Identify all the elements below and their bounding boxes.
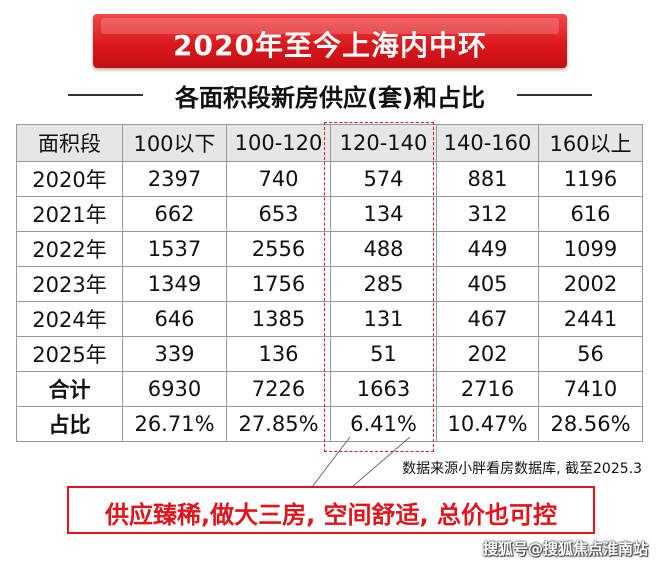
table-cell: 646 [122, 301, 227, 337]
table-cell: 1099 [538, 231, 643, 267]
row-header: 占比 [16, 406, 123, 442]
table-cell: 26.71% [122, 406, 227, 442]
table-cell: 662 [122, 196, 227, 232]
table-cell: 1537 [122, 231, 227, 267]
table-row: 2025年 339 136 51 202 56 [16, 336, 643, 372]
subtitle-divider-left [68, 94, 143, 96]
table-cell: 1385 [226, 301, 331, 337]
table-cell: 2397 [122, 161, 227, 197]
table-cell: 653 [226, 196, 331, 232]
table-cell: 28.56% [538, 406, 643, 442]
row-header: 合计 [16, 371, 123, 407]
table-cell: 56 [538, 336, 643, 372]
table-cell: 7226 [226, 371, 331, 407]
table-cell: 1756 [226, 266, 331, 302]
table-cell: 339 [122, 336, 227, 372]
table-cell: 134 [330, 196, 437, 232]
table-body: 2020年 2397 740 574 881 1196 2021年 662 653 134 312 6… [16, 161, 643, 442]
row-header: 2021年 [16, 196, 123, 232]
table-cell: 285 [330, 266, 437, 302]
table-cell: 202 [436, 336, 539, 372]
table-cell: 740 [226, 161, 331, 197]
table-row: 2021年 662 653 134 312 616 [16, 196, 643, 232]
column-header: 120-140 [330, 124, 437, 162]
subtitle: 各面积段新房供应(套)和占比 [175, 84, 485, 112]
table-cell: 51 [330, 336, 437, 372]
title-banner: 2020年至今上海内中环 [93, 14, 567, 68]
watermark: 搜狐号@搜狐焦点淮南站 [482, 540, 648, 558]
callout-box: 供应臻稀,做大三房, 空间舒适, 总价也可控 [67, 486, 595, 534]
supply-table: 面积段 100以下 100-120 120-140 140-160 160以上 2020年… [16, 124, 643, 442]
table-cell: 1196 [538, 161, 643, 197]
callout-text: 供应臻稀,做大三房, 空间舒适, 总价也可控 [104, 501, 558, 529]
table-cell: 574 [330, 161, 437, 197]
table-cell: 2556 [226, 231, 331, 267]
table-cell: 6.41% [330, 406, 437, 442]
table-header: 面积段 100以下 100-120 120-140 140-160 160以上 [16, 124, 643, 162]
column-header: 面积段 [16, 124, 123, 162]
header-row: 面积段 100以下 100-120 120-140 140-160 160以上 [16, 124, 643, 162]
column-header: 100以下 [122, 124, 227, 162]
table-cell: 449 [436, 231, 539, 267]
table-cell: 6930 [122, 371, 227, 407]
table-row: 2020年 2397 740 574 881 1196 [16, 161, 643, 197]
table-cell: 2441 [538, 301, 643, 337]
table-cell: 2716 [436, 371, 539, 407]
table-cell: 10.47% [436, 406, 539, 442]
table-row: 合计 6930 7226 1663 2716 7410 [16, 371, 643, 407]
table-row: 占比 26.71% 27.85% 6.41% 10.47% 28.56% [16, 406, 643, 442]
column-header: 100-120 [226, 124, 331, 162]
table-cell: 1349 [122, 266, 227, 302]
table-cell: 1663 [330, 371, 437, 407]
table-cell: 616 [538, 196, 643, 232]
row-header: 2023年 [16, 266, 123, 302]
row-header: 2025年 [16, 336, 123, 372]
banner-title: 2020年至今上海内中环 [173, 29, 487, 62]
subtitle-divider-right [517, 94, 592, 96]
table-cell: 136 [226, 336, 331, 372]
table-cell: 405 [436, 266, 539, 302]
table-cell: 131 [330, 301, 437, 337]
table-row: 2022年 1537 2556 488 449 1099 [16, 231, 643, 267]
table-cell: 2002 [538, 266, 643, 302]
subtitle-row: 各面积段新房供应(套)和占比 [68, 76, 592, 112]
table-cell: 27.85% [226, 406, 331, 442]
table-cell: 312 [436, 196, 539, 232]
row-header: 2024年 [16, 301, 123, 337]
row-header: 2020年 [16, 161, 123, 197]
column-header: 140-160 [436, 124, 539, 162]
row-header: 2022年 [16, 231, 123, 267]
table-cell: 467 [436, 301, 539, 337]
table-row: 2024年 646 1385 131 467 2441 [16, 301, 643, 337]
table-row: 2023年 1349 1756 285 405 2002 [16, 266, 643, 302]
table-cell: 881 [436, 161, 539, 197]
table-cell: 488 [330, 231, 437, 267]
table-cell: 7410 [538, 371, 643, 407]
column-header: 160以上 [538, 124, 643, 162]
source-note: 数据来源小胖看房数据库, 截至2025.3 [402, 461, 642, 477]
